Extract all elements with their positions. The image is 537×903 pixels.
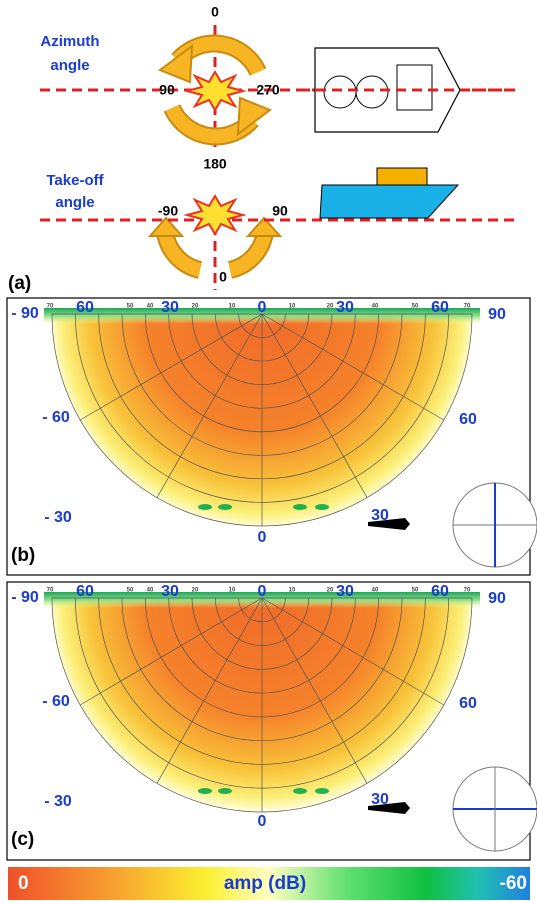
spot bbox=[198, 788, 212, 794]
spot bbox=[315, 504, 329, 510]
minor-label: 70 bbox=[47, 588, 54, 594]
angle-label: 60 bbox=[76, 299, 94, 316]
minor-label: 10 bbox=[229, 588, 236, 594]
spot bbox=[218, 788, 232, 794]
ship-icon bbox=[368, 802, 410, 814]
angle-label: 60 bbox=[459, 695, 477, 712]
grid-radial bbox=[261, 597, 368, 784]
spot bbox=[198, 504, 212, 510]
grid-radial bbox=[79, 597, 263, 706]
angle-label: 180 bbox=[203, 156, 227, 172]
colorbar-label: -60 bbox=[500, 873, 527, 894]
colorbar bbox=[8, 867, 530, 900]
panel-frame bbox=[6, 581, 531, 861]
explosion bbox=[183, 70, 247, 112]
angle-label: 0 bbox=[258, 813, 267, 830]
angle-label: 270 bbox=[256, 82, 280, 98]
grid-radial bbox=[261, 313, 445, 421]
grid-radial bbox=[261, 313, 368, 498]
spot bbox=[218, 504, 232, 510]
minor-label: 20 bbox=[192, 304, 199, 310]
angle-label: 0 bbox=[258, 299, 267, 316]
ship-cabin bbox=[376, 167, 428, 186]
arrow bbox=[158, 230, 202, 277]
arrow-head bbox=[147, 216, 185, 237]
arrow-head bbox=[245, 216, 283, 237]
angle-label: - 60 bbox=[42, 693, 70, 710]
angle-label: 30 bbox=[336, 583, 354, 600]
grid-radial bbox=[261, 597, 445, 706]
angle-label: 0 bbox=[211, 4, 219, 20]
polar-panels: - 90 60 30 0 30 60 90 - 60 60 - 30 30 0 70 50 40 20 10 10… bbox=[6, 297, 537, 861]
angle-label: 30 bbox=[336, 299, 354, 316]
angle-label: 30 bbox=[161, 299, 179, 316]
angle-label: - 60 bbox=[42, 409, 70, 426]
angle-label: 0 bbox=[258, 529, 267, 546]
minor-label: 50 bbox=[412, 588, 419, 594]
minor-label: 10 bbox=[289, 304, 296, 310]
angle-label: 30 bbox=[371, 507, 389, 524]
angle-label: - 90 bbox=[11, 589, 39, 606]
minor-label: 70 bbox=[47, 304, 54, 310]
panel-frame bbox=[6, 297, 531, 576]
grid-radial bbox=[156, 597, 263, 784]
label: angle bbox=[50, 57, 89, 74]
arrow-head bbox=[236, 96, 273, 137]
label: angle bbox=[55, 194, 94, 211]
minor-label: 40 bbox=[372, 304, 379, 310]
angle-label: 60 bbox=[431, 299, 449, 316]
grid-radial bbox=[156, 313, 263, 498]
minor-label: 40 bbox=[147, 588, 154, 594]
explosion bbox=[183, 194, 247, 236]
minor-label: 50 bbox=[127, 304, 134, 310]
arrow bbox=[228, 230, 272, 277]
minor-label: 20 bbox=[327, 588, 334, 594]
angle-label: 90 bbox=[488, 590, 506, 607]
panel-label: (a) bbox=[8, 273, 31, 294]
angle-label: - 30 bbox=[44, 509, 72, 526]
spot bbox=[315, 788, 329, 794]
arrow-head bbox=[157, 43, 194, 84]
minor-label: 10 bbox=[229, 304, 236, 310]
angle-label: 60 bbox=[76, 583, 94, 600]
minor-label: 40 bbox=[372, 588, 379, 594]
angle-label: 90 bbox=[488, 306, 506, 323]
angle-label: 30 bbox=[161, 583, 179, 600]
minor-label: 50 bbox=[127, 588, 134, 594]
minor-label: 20 bbox=[327, 304, 334, 310]
label: Take-off bbox=[46, 172, 104, 189]
angle-label: 90 bbox=[159, 82, 175, 98]
azimuth-diagram: Azimuth angle 0 90 270 180 bbox=[40, 4, 515, 172]
takeoff-diagram: Take-off angle -90 90 0 (a) bbox=[8, 167, 515, 294]
spot bbox=[293, 504, 307, 510]
colorbar-label: 0 bbox=[18, 873, 29, 894]
angle-label: 90 bbox=[272, 203, 288, 219]
panel-label: (c) bbox=[11, 829, 34, 850]
spot bbox=[293, 788, 307, 794]
minor-label: 70 bbox=[464, 304, 471, 310]
minor-label: 40 bbox=[147, 304, 154, 310]
angle-label: 60 bbox=[431, 583, 449, 600]
minor-label: 50 bbox=[412, 304, 419, 310]
colorbar-title: amp (dB) bbox=[224, 873, 306, 894]
angle-label: - 30 bbox=[44, 793, 72, 810]
angle-label: 0 bbox=[219, 269, 227, 285]
minor-label: 10 bbox=[289, 588, 296, 594]
angle-label: - 90 bbox=[11, 305, 39, 322]
minor-label: 70 bbox=[464, 588, 471, 594]
ship-part bbox=[396, 64, 433, 111]
ship-icon bbox=[368, 518, 410, 530]
panel-label: (b) bbox=[11, 545, 35, 566]
angle-label: 0 bbox=[258, 583, 267, 600]
minor-label: 20 bbox=[192, 588, 199, 594]
ship-hull bbox=[319, 184, 460, 219]
angle-label: 60 bbox=[459, 411, 477, 428]
ship-part bbox=[355, 75, 389, 109]
angle-label: -90 bbox=[158, 203, 178, 219]
grid-radial bbox=[79, 313, 263, 421]
angle-label: 30 bbox=[371, 791, 389, 808]
label: Azimuth bbox=[40, 33, 99, 50]
